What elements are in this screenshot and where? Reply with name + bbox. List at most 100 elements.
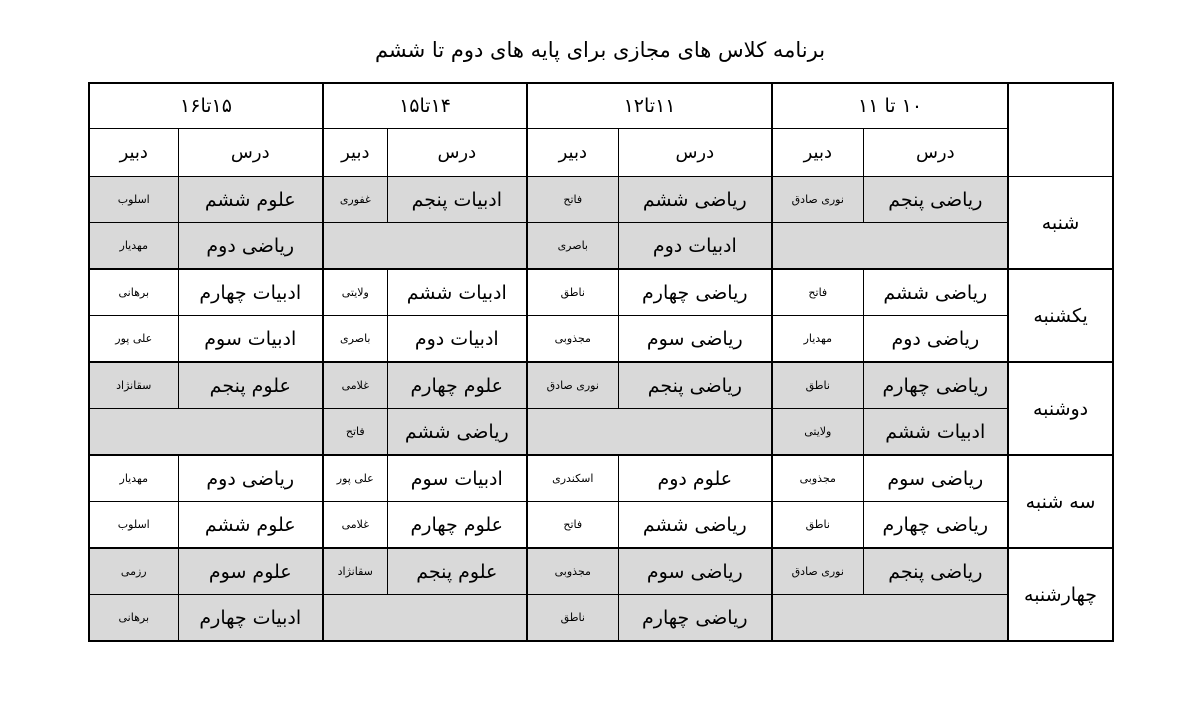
lesson-cell: ریاضی چهارم bbox=[617, 268, 773, 316]
teacher-cell: فاتح bbox=[771, 268, 864, 316]
teacher-header: دبیر bbox=[771, 128, 864, 177]
teacher-cell: اسلوب bbox=[87, 501, 179, 549]
lesson-cell: علوم چهارم bbox=[386, 361, 528, 409]
table-row: ریاضی چهارم ناطق ادبیات چهارم برهانی bbox=[87, 594, 1113, 642]
empty-cell bbox=[322, 222, 528, 270]
lesson-cell: ریاضی دوم bbox=[862, 315, 1009, 363]
table-row: ادبیات ششم ولایتی ریاضی ششم فاتح bbox=[87, 408, 1113, 456]
teacher-cell: ولایتی bbox=[771, 408, 864, 456]
lesson-header: درس bbox=[177, 128, 324, 177]
lesson-cell: علوم پنجم bbox=[177, 361, 324, 409]
teacher-cell: مجذوبی bbox=[771, 454, 864, 502]
lesson-cell: ریاضی دوم bbox=[177, 454, 324, 502]
lesson-cell: ریاضی چهارم bbox=[862, 361, 1009, 409]
schedule-table: ۱۰ تا ۱۱ ۱۱تا۱۲ ۱۴تا۱۵ ۱۵تا۱۶ درس دبیر درس دبیر… bbox=[87, 82, 1115, 642]
lesson-cell: علوم دوم bbox=[617, 454, 773, 502]
teacher-header: دبیر bbox=[322, 128, 388, 177]
teacher-cell: فاتح bbox=[322, 408, 388, 456]
lesson-header: درس bbox=[862, 128, 1009, 177]
teacher-cell: علی پور bbox=[87, 315, 179, 363]
lesson-cell: ریاضی پنجم bbox=[862, 547, 1009, 595]
lesson-cell: ریاضی ششم bbox=[386, 408, 528, 456]
day-cell: سه شنبه bbox=[1007, 454, 1114, 549]
teacher-cell: رزمی bbox=[87, 547, 179, 595]
teacher-cell: مجذوبی bbox=[526, 315, 619, 363]
teacher-cell: فاتح bbox=[526, 176, 619, 223]
table-row: ریاضی دوم مهدیار ریاضی سوم مجذوبی ادبیات دوم… bbox=[87, 315, 1113, 363]
lesson-cell: ریاضی سوم bbox=[617, 315, 773, 363]
teacher-cell: سقانژاد bbox=[322, 547, 388, 595]
teacher-cell: برهانی bbox=[87, 268, 179, 316]
lesson-cell: ریاضی پنجم bbox=[617, 361, 773, 409]
lesson-cell: ریاضی دوم bbox=[177, 222, 324, 270]
teacher-cell: باصری bbox=[526, 222, 619, 270]
teacher-cell: مهدیار bbox=[771, 315, 864, 363]
teacher-cell: ناطق bbox=[526, 268, 619, 316]
lesson-cell: ادبیات پنجم bbox=[386, 176, 528, 223]
teacher-cell: ولایتی bbox=[322, 268, 388, 316]
lesson-cell: ریاضی ششم bbox=[862, 268, 1009, 316]
teacher-cell: غلامی bbox=[322, 361, 388, 409]
lesson-cell: ادبیات ششم bbox=[862, 408, 1009, 456]
empty-cell bbox=[526, 408, 773, 456]
table-row: شنبه ریاضی پنجم نوری صادق ریاضی ششم فاتح ادبی… bbox=[87, 176, 1114, 270]
teacher-cell: سقانژاد bbox=[87, 361, 179, 409]
lesson-cell: ادبیات دوم bbox=[617, 222, 773, 270]
day-cell: چهارشنبه bbox=[1007, 547, 1114, 642]
teacher-cell: برهانی bbox=[87, 594, 179, 642]
time-slot-header: ۱۴تا۱۵ bbox=[322, 82, 528, 129]
lesson-cell: ریاضی ششم bbox=[617, 501, 773, 549]
corner-cell bbox=[1007, 82, 1114, 177]
lesson-cell: علوم پنجم bbox=[386, 547, 528, 595]
lesson-cell: ادبیات چهارم bbox=[177, 594, 324, 642]
lesson-cell: ادبیات سوم bbox=[386, 454, 528, 502]
lesson-cell: علوم سوم bbox=[177, 547, 324, 595]
time-slot-header: ۱۱تا۱۲ bbox=[526, 82, 773, 129]
teacher-cell: ناطق bbox=[771, 361, 864, 409]
header-row-times: ۱۰ تا ۱۱ ۱۱تا۱۲ ۱۴تا۱۵ ۱۵تا۱۶ bbox=[87, 82, 1114, 177]
lesson-cell: علوم چهارم bbox=[386, 501, 528, 549]
table-row: یکشنبه ریاضی ششم فاتح ریاضی چهارم ناطق ادبیات… bbox=[87, 268, 1114, 363]
lesson-cell: ریاضی چهارم bbox=[862, 501, 1009, 549]
teacher-cell: مهدیار bbox=[87, 454, 179, 502]
empty-cell bbox=[322, 594, 528, 642]
header-row-labels: درس دبیر درس دبیر درس دبیر درس دبیر bbox=[87, 128, 1113, 177]
lesson-cell: ریاضی پنجم bbox=[862, 176, 1009, 223]
day-cell: یکشنبه bbox=[1007, 268, 1114, 363]
teacher-cell: اسکندری bbox=[526, 454, 619, 502]
table-row: دوشنبه ریاضی چهارم ناطق ریاضی پنجم نوری صادق… bbox=[87, 361, 1114, 456]
teacher-cell: غلامی bbox=[322, 501, 388, 549]
teacher-cell: مهدیار bbox=[87, 222, 179, 270]
lesson-cell: ریاضی سوم bbox=[862, 454, 1009, 502]
lesson-cell: ادبیات ششم bbox=[386, 268, 528, 316]
teacher-cell: غفوری bbox=[322, 176, 388, 223]
teacher-cell: علی پور bbox=[322, 454, 388, 502]
time-slot-header: ۱۵تا۱۶ bbox=[87, 82, 324, 129]
lesson-header: درس bbox=[386, 128, 528, 177]
empty-cell bbox=[771, 222, 1009, 270]
lesson-cell: ریاضی سوم bbox=[617, 547, 773, 595]
table-row: ادبیات دوم باصری ریاضی دوم مهدیار bbox=[87, 222, 1113, 270]
teacher-cell: ناطق bbox=[526, 594, 619, 642]
lesson-cell: ادبیات چهارم bbox=[177, 268, 324, 316]
lesson-cell: ریاضی ششم bbox=[617, 176, 773, 223]
teacher-cell: نوری صادق bbox=[771, 176, 864, 223]
lesson-cell: علوم ششم bbox=[177, 176, 324, 223]
lesson-cell: ریاضی چهارم bbox=[617, 594, 773, 642]
table-row: چهارشنبه ریاضی پنجم نوری صادق ریاضی سوم مجذو… bbox=[87, 547, 1114, 642]
empty-cell bbox=[87, 408, 324, 456]
empty-cell bbox=[771, 594, 1009, 642]
teacher-cell: ناطق bbox=[771, 501, 864, 549]
lesson-cell: ادبیات سوم bbox=[177, 315, 324, 363]
teacher-cell: فاتح bbox=[526, 501, 619, 549]
teacher-cell: نوری صادق bbox=[526, 361, 619, 409]
day-cell: شنبه bbox=[1007, 176, 1114, 270]
lesson-cell: ادبیات دوم bbox=[386, 315, 528, 363]
teacher-cell: باصری bbox=[322, 315, 388, 363]
lesson-cell: علوم ششم bbox=[177, 501, 324, 549]
teacher-header: دبیر bbox=[87, 128, 179, 177]
table-row: ریاضی چهارم ناطق ریاضی ششم فاتح علوم چهارم غل… bbox=[87, 501, 1113, 549]
teacher-cell: مجذوبی bbox=[526, 547, 619, 595]
lesson-header: درس bbox=[617, 128, 773, 177]
day-cell: دوشنبه bbox=[1007, 361, 1114, 456]
